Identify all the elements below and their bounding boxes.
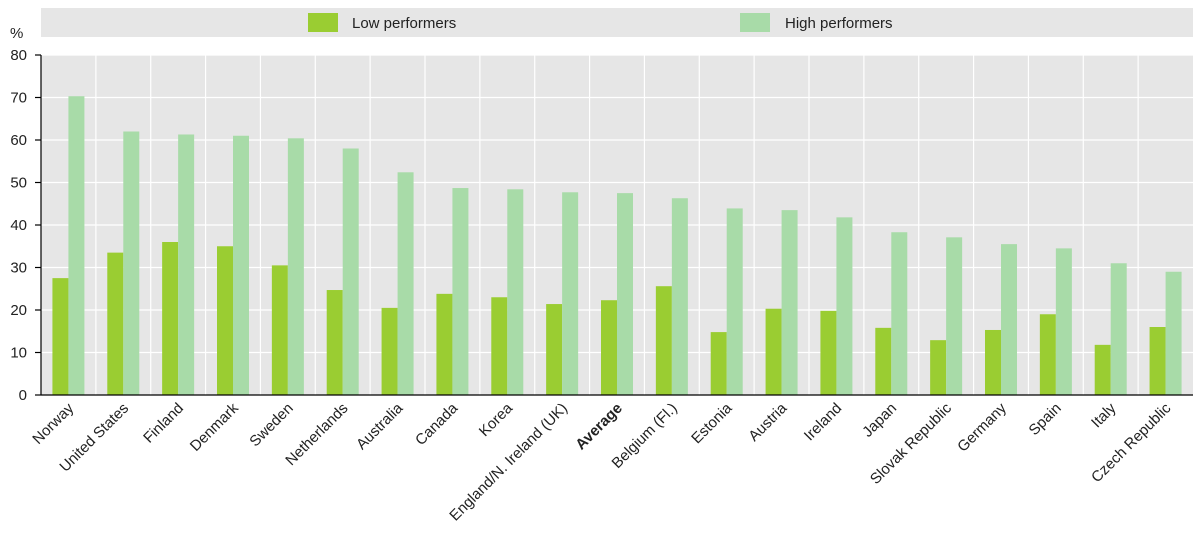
y-tick-label: 50 bbox=[10, 175, 27, 192]
x-tick-label: Japan bbox=[859, 400, 900, 441]
bar-high-performers bbox=[562, 192, 579, 395]
y-tick-label: 0 bbox=[19, 387, 27, 404]
y-tick-label: 30 bbox=[10, 260, 27, 277]
x-tick-label: Spain bbox=[1026, 400, 1065, 439]
bar-low-performers bbox=[765, 308, 782, 395]
bar-low-performers bbox=[491, 297, 508, 395]
bar-low-performers bbox=[710, 332, 727, 395]
y-tick-label: 80 bbox=[10, 47, 27, 64]
bar-low-performers bbox=[820, 310, 837, 395]
y-tick-label: 60 bbox=[10, 132, 27, 149]
bar-low-performers bbox=[546, 304, 563, 395]
bar-low-performers bbox=[217, 246, 233, 395]
x-tick-label: Germany bbox=[954, 399, 1010, 455]
bar-high-performers bbox=[342, 148, 359, 395]
bar-high-performers bbox=[891, 232, 908, 395]
bar-low-performers bbox=[52, 278, 69, 395]
bar-high-performers bbox=[1165, 271, 1182, 395]
legend-label-high: High performers bbox=[785, 15, 893, 32]
bar-high-performers bbox=[617, 193, 633, 395]
x-tick-label: Denmark bbox=[187, 399, 242, 454]
bar-high-performers bbox=[1001, 244, 1017, 395]
bar-low-performers bbox=[381, 307, 398, 395]
bar-high-performers bbox=[287, 138, 304, 396]
y-tick-label: 20 bbox=[10, 302, 27, 319]
bar-low-performers bbox=[107, 252, 124, 395]
y-unit-label: % bbox=[10, 25, 23, 42]
bar-high-performers bbox=[452, 188, 469, 395]
legend-swatch-low bbox=[308, 13, 338, 32]
bar-high-performers bbox=[1055, 248, 1072, 395]
bar-high-performers bbox=[946, 237, 963, 395]
y-tick-label: 40 bbox=[10, 217, 27, 234]
bar-high-performers bbox=[123, 131, 140, 395]
y-tick-label: 70 bbox=[10, 90, 27, 107]
y-tick-label: 10 bbox=[10, 345, 27, 362]
bar-low-performers bbox=[1039, 314, 1056, 395]
x-tick-label: Finland bbox=[140, 400, 187, 447]
bar-high-performers bbox=[507, 189, 524, 395]
bar-high-performers bbox=[1110, 263, 1127, 395]
bar-low-performers bbox=[1149, 327, 1166, 395]
x-tick-label: Average bbox=[572, 400, 625, 453]
bar-high-performers bbox=[671, 198, 688, 395]
bar-low-performers bbox=[985, 329, 1001, 395]
bar-high-performers bbox=[836, 217, 853, 395]
bar-low-performers bbox=[930, 340, 947, 395]
bar-low-performers bbox=[436, 293, 453, 395]
x-tick-label: Norway bbox=[29, 399, 77, 447]
bar-low-performers bbox=[1094, 344, 1111, 395]
bar-high-performers bbox=[178, 134, 195, 395]
x-tick-label: Canada bbox=[412, 399, 462, 449]
bar-low-performers bbox=[162, 242, 179, 395]
bar-high-performers bbox=[726, 208, 743, 395]
bar-low-performers bbox=[601, 300, 617, 395]
x-tick-label: Estonia bbox=[688, 399, 736, 447]
bar-low-performers bbox=[875, 327, 892, 395]
x-tick-label: Korea bbox=[476, 399, 517, 440]
legend-box bbox=[41, 8, 1193, 37]
x-tick-label: Italy bbox=[1088, 399, 1120, 431]
bar-high-performers bbox=[233, 135, 249, 395]
x-tick-label: Australia bbox=[353, 399, 407, 453]
x-tick-label: Ireland bbox=[801, 400, 845, 444]
legend-label-low: Low performers bbox=[352, 15, 456, 32]
bar-low-performers bbox=[655, 286, 672, 395]
legend-swatch-high bbox=[740, 13, 770, 32]
bar-high-performers bbox=[397, 172, 414, 395]
x-tick-label: Austria bbox=[745, 399, 790, 444]
bar-low-performers bbox=[271, 265, 288, 395]
bar-high-performers bbox=[781, 210, 798, 395]
bar-high-performers bbox=[68, 96, 85, 395]
x-tick-label: Sweden bbox=[246, 400, 296, 450]
bar-low-performers bbox=[326, 290, 343, 395]
